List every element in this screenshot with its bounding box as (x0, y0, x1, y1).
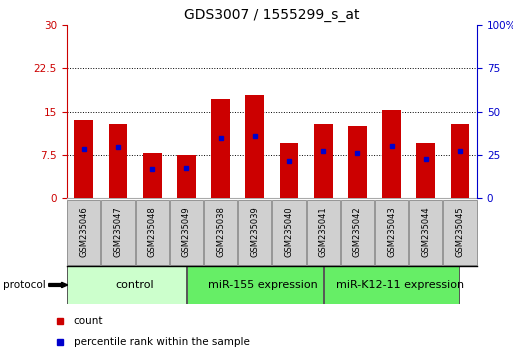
Text: GSM235045: GSM235045 (456, 206, 464, 257)
FancyBboxPatch shape (409, 200, 442, 265)
FancyBboxPatch shape (135, 200, 169, 265)
Text: GSM235048: GSM235048 (148, 206, 156, 257)
Bar (245, 95, 264, 198)
FancyBboxPatch shape (170, 200, 203, 265)
Text: GSM235043: GSM235043 (387, 206, 396, 257)
Bar (177, 155, 196, 198)
Bar (74, 120, 93, 198)
FancyBboxPatch shape (187, 266, 323, 304)
Text: miR-155 expression: miR-155 expression (208, 280, 318, 290)
Text: count: count (74, 316, 104, 326)
Text: GSM235039: GSM235039 (250, 206, 259, 257)
Text: GSM235038: GSM235038 (216, 206, 225, 257)
Bar (211, 99, 230, 198)
Bar (382, 110, 401, 198)
Text: protocol: protocol (3, 280, 45, 290)
FancyBboxPatch shape (443, 200, 477, 265)
Text: control: control (116, 280, 154, 290)
FancyBboxPatch shape (67, 266, 186, 304)
FancyBboxPatch shape (204, 200, 237, 265)
Bar (314, 124, 332, 198)
Bar (143, 153, 162, 198)
Text: GSM235042: GSM235042 (353, 206, 362, 257)
Title: GDS3007 / 1555299_s_at: GDS3007 / 1555299_s_at (184, 8, 360, 22)
Text: GSM235040: GSM235040 (285, 206, 293, 257)
Bar (348, 126, 367, 198)
FancyBboxPatch shape (307, 200, 340, 265)
Text: GSM235041: GSM235041 (319, 206, 328, 257)
Bar (280, 143, 299, 198)
Bar (109, 124, 127, 198)
Text: GSM235044: GSM235044 (421, 206, 430, 257)
Bar (417, 143, 435, 198)
Text: GSM235047: GSM235047 (113, 206, 123, 257)
Bar (450, 124, 469, 198)
Text: percentile rank within the sample: percentile rank within the sample (74, 337, 250, 347)
FancyBboxPatch shape (67, 200, 101, 265)
Text: miR-K12-11 expression: miR-K12-11 expression (336, 280, 464, 290)
FancyBboxPatch shape (238, 200, 271, 265)
FancyBboxPatch shape (375, 200, 408, 265)
FancyBboxPatch shape (272, 200, 306, 265)
Text: GSM235049: GSM235049 (182, 206, 191, 257)
FancyBboxPatch shape (341, 200, 374, 265)
FancyBboxPatch shape (102, 200, 134, 265)
Text: GSM235046: GSM235046 (80, 206, 88, 257)
FancyBboxPatch shape (324, 266, 459, 304)
